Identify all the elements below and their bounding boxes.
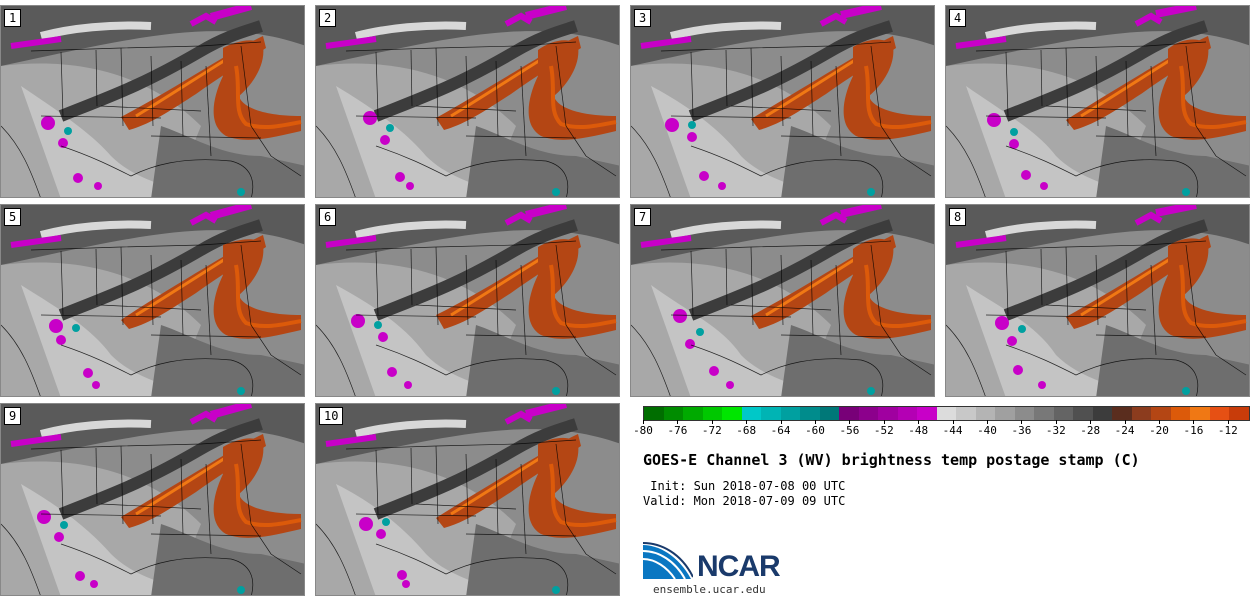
colorbar-bin — [1092, 407, 1113, 420]
chart-title: GOES-E Channel 3 (WV) brightness temp po… — [643, 451, 1140, 469]
colorbar-bin — [722, 407, 742, 420]
colorbar-bin — [683, 407, 703, 420]
colorbar-bin — [1053, 407, 1074, 420]
colorbar-tickmark — [918, 420, 920, 424]
member-number-label: 1 — [4, 9, 22, 27]
member-number-label: 3 — [634, 9, 652, 27]
colorbar-bin — [663, 407, 684, 420]
colorbar-bin — [1034, 407, 1054, 420]
member-number-label: 5 — [4, 208, 22, 226]
ensemble-member-panel: 3 — [630, 5, 935, 198]
colorbar-tickmark — [1227, 420, 1229, 424]
colorbar-bin — [1209, 407, 1230, 420]
colorbar-tickmark — [711, 420, 713, 424]
site-url: ensemble.ucar.edu — [653, 583, 766, 596]
colorbar-bin — [878, 407, 898, 420]
colorbar-bin — [702, 407, 723, 420]
colorbar-tick-label: -32 — [1045, 424, 1066, 437]
member-number-label: 10 — [319, 407, 344, 425]
colorbar-tick-label: -12 — [1217, 424, 1238, 437]
member-number-label: 6 — [319, 208, 337, 226]
colorbar-tick-label: -36 — [1011, 424, 1032, 437]
colorbar-bin — [995, 407, 1015, 420]
colorbar-bin — [858, 407, 879, 420]
colorbar-bin — [780, 407, 801, 420]
member-number-label: 7 — [634, 208, 652, 226]
colorbar-tick-label: -68 — [736, 424, 757, 437]
ncar-logo-icon — [643, 541, 693, 581]
colorbar-tick-label: -44 — [942, 424, 963, 437]
colorbar-bin — [644, 407, 664, 420]
colorbar-tickmark — [815, 420, 816, 424]
ensemble-member-panel: 8 — [945, 204, 1250, 397]
colorbar-bin — [1073, 407, 1093, 420]
colorbar-tickmark — [1124, 420, 1126, 424]
ensemble-member-panel: 4 — [945, 5, 1250, 198]
colorbar-tickmark — [1193, 420, 1195, 424]
colorbar-tickmark — [643, 420, 644, 424]
ensemble-member-panel: 10 — [315, 403, 620, 596]
colorbar-tick-label: -64 — [770, 424, 791, 437]
colorbar-bin — [1131, 407, 1152, 420]
init-time: Init: Sun 2018-07-08 00 UTC — [643, 479, 846, 493]
valid-time: Valid: Mon 2018-07-09 09 UTC — [643, 494, 846, 508]
colorbar-tickmark — [849, 420, 851, 424]
colorbar-bin — [839, 407, 859, 420]
colorbar-bin — [1229, 407, 1249, 420]
ensemble-member-panel: 5 — [0, 204, 305, 397]
colorbar-bin — [1014, 407, 1035, 420]
member-number-label: 2 — [319, 9, 337, 27]
colorbar-tickmark — [1090, 420, 1092, 424]
colorbar-tick-label: -56 — [839, 424, 860, 437]
colorbar-bin — [956, 407, 976, 420]
ensemble-member-panel: 7 — [630, 204, 935, 397]
colorbar-tick-label: -28 — [1080, 424, 1101, 437]
colorbar-bin — [936, 407, 957, 420]
colorbar-tickmark — [1021, 420, 1023, 424]
colorbar-bin — [1112, 407, 1132, 420]
member-number-label: 8 — [949, 208, 967, 226]
colorbar-tick-label: -40 — [977, 424, 997, 437]
colorbar-bin — [917, 407, 937, 420]
colorbar-tickmark — [1159, 420, 1160, 424]
member-number-label: 9 — [4, 407, 22, 425]
colorbar-bin — [741, 407, 762, 420]
colorbar-tickmark — [952, 420, 954, 424]
colorbar-tickmark — [746, 420, 748, 424]
colorbar-bin — [1170, 407, 1191, 420]
colorbar-tick-label: -52 — [873, 424, 894, 437]
colorbar-tick-label: -20 — [1149, 424, 1169, 437]
ncar-wordmark: NCAR — [697, 550, 781, 583]
colorbar-tickmark — [677, 420, 679, 424]
colorbar-tickmark — [780, 420, 782, 424]
ensemble-member-panel: 6 — [315, 204, 620, 397]
colorbar-bin — [975, 407, 996, 420]
ensemble-member-panel: 9 — [0, 403, 305, 596]
ensemble-member-panel: 1 — [0, 5, 305, 198]
colorbar-tickmark — [1055, 420, 1057, 424]
colorbar-tick-label: -72 — [701, 424, 722, 437]
colorbar-bin — [819, 407, 840, 420]
colorbar-tickmark — [883, 420, 885, 424]
colorbar-bin — [761, 407, 781, 420]
colorbar-tick-label: -76 — [667, 424, 688, 437]
colorbar-tick-label: -16 — [1183, 424, 1204, 437]
colorbar-tick-label: -24 — [1114, 424, 1135, 437]
colorbar-bin — [897, 407, 918, 420]
colorbar-tick-label: -48 — [908, 424, 929, 437]
member-number-label: 4 — [949, 9, 967, 27]
ensemble-member-panel: 2 — [315, 5, 620, 198]
colorbar-bin — [1190, 407, 1210, 420]
colorbar-tick-label: -60 — [805, 424, 825, 437]
colorbar — [643, 406, 1250, 421]
colorbar-bin — [1151, 407, 1171, 420]
colorbar-tick-label: -80 — [633, 424, 653, 437]
colorbar-tickmark — [987, 420, 988, 424]
colorbar-bin — [800, 407, 820, 420]
